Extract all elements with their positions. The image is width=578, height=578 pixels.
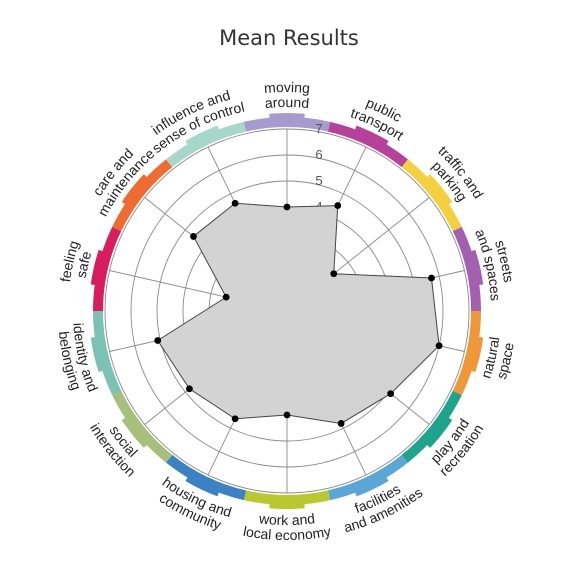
category-label: local economy	[242, 523, 332, 543]
data-point	[334, 202, 342, 209]
ring-segment	[452, 311, 481, 396]
color-ring	[90, 113, 484, 509]
ring-segment	[243, 490, 331, 505]
data-point	[428, 274, 435, 282]
ring-segment-bump	[90, 336, 104, 373]
tick-label: 7	[315, 121, 322, 136]
ring-segment-bump	[269, 113, 305, 119]
ring-segment-bump	[354, 476, 389, 497]
ring-segment	[166, 121, 247, 168]
chart-title: Mean Results	[219, 26, 359, 50]
category-label: work and	[257, 510, 315, 528]
ring-segment	[93, 311, 122, 396]
data-point	[387, 390, 395, 398]
category-label: safe	[73, 249, 95, 279]
ring-segment	[401, 159, 462, 232]
ring-segment	[243, 117, 331, 132]
data-point	[154, 337, 162, 344]
data-points	[154, 199, 443, 427]
data-area	[157, 202, 440, 424]
ring-segment	[327, 121, 408, 168]
data-point	[186, 385, 193, 393]
data-point	[330, 270, 338, 278]
data-point	[231, 199, 239, 207]
tick-label: 5	[315, 173, 322, 188]
ring-segment-bump	[426, 417, 453, 448]
data-point	[283, 411, 291, 419]
ring-segment	[452, 226, 481, 311]
ring-segment	[327, 454, 408, 501]
data-point	[435, 342, 443, 350]
ring-segment	[166, 454, 247, 501]
ring-segment-bump	[470, 336, 484, 373]
ring-segment-bump	[121, 417, 148, 448]
ring-segment-bump	[426, 174, 453, 205]
data-point	[337, 420, 345, 427]
ring-segment	[401, 390, 462, 463]
ring-segment-bump	[269, 503, 305, 509]
data-area-group	[157, 202, 440, 424]
ring-segment-bump	[121, 174, 148, 205]
tick-label: 6	[315, 147, 322, 162]
category-label: moving	[263, 79, 310, 96]
category-label: around	[264, 94, 310, 111]
ring-segment	[112, 159, 173, 232]
ring-segment-bump	[185, 125, 220, 146]
data-point	[231, 415, 239, 423]
ring-segment-bump	[185, 476, 220, 497]
ring-segment	[93, 226, 122, 311]
ring-segment	[112, 390, 173, 463]
ring-segment-bump	[90, 249, 104, 286]
data-point	[283, 203, 291, 211]
data-point	[190, 233, 197, 240]
ring-segment-bump	[354, 125, 389, 146]
ring-segment-bump	[470, 249, 484, 286]
data-point	[222, 293, 230, 301]
